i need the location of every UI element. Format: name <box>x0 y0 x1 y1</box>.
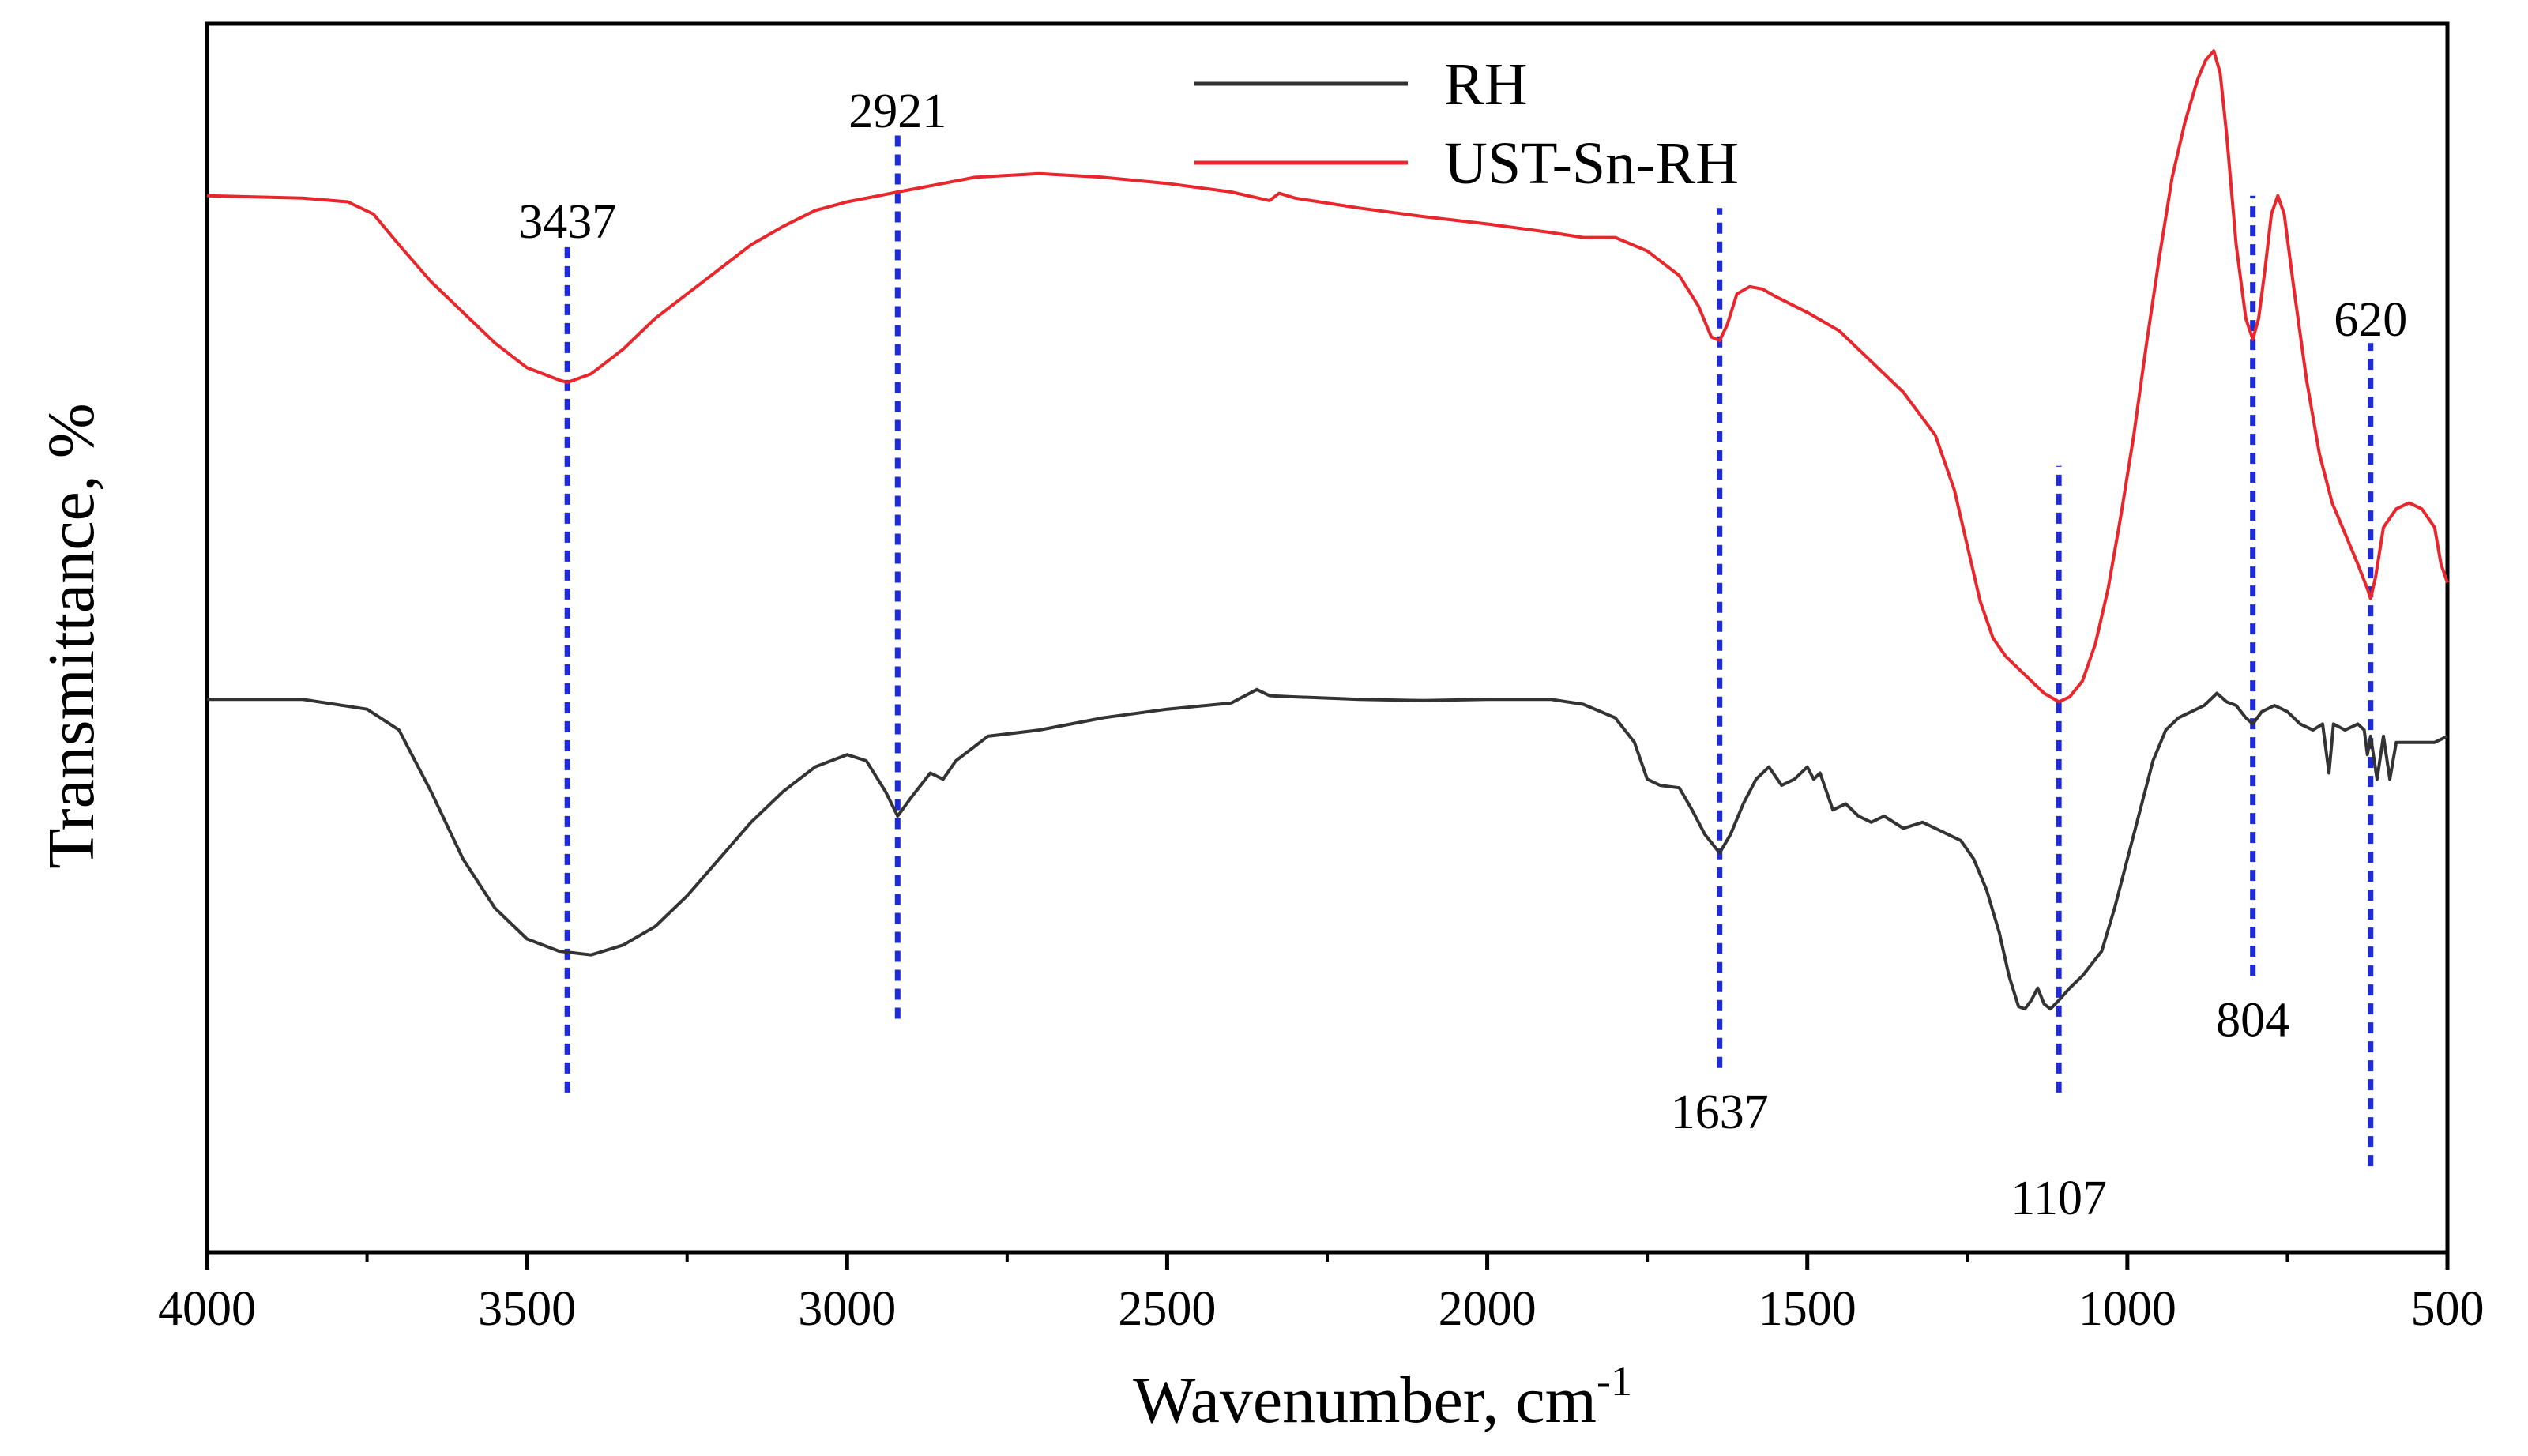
y-axis-title: Transmittance, % <box>35 403 108 868</box>
x-tick-label: 1000 <box>2078 1282 2176 1336</box>
peak-label-804: 804 <box>2216 994 2289 1048</box>
legend-label-ust-sn-rh: UST-Sn-RH <box>1444 130 1739 197</box>
peak-annotations: 3437 2921 1637 1107 804 620 <box>518 85 2407 1225</box>
legend: RH UST-Sn-RH <box>1194 51 1739 197</box>
peak-label-3437: 3437 <box>518 195 616 249</box>
x-tick-label: 500 <box>2411 1282 2485 1336</box>
peak-label-620: 620 <box>2334 293 2407 347</box>
x-tick-label: 3000 <box>798 1282 896 1336</box>
x-tick-label: 1500 <box>1759 1282 1856 1336</box>
x-axis-title: Wavenumber, cm-1 <box>1133 1357 1632 1437</box>
x-axis-title-superscript: -1 <box>1597 1357 1632 1405</box>
peak-label-1107: 1107 <box>2011 1172 2107 1225</box>
x-tick-label: 4000 <box>158 1282 256 1336</box>
legend-label-rh: RH <box>1444 51 1528 118</box>
x-tick-label: 3500 <box>478 1282 576 1336</box>
x-tick-label: 2000 <box>1439 1282 1537 1336</box>
series-lines <box>206 49 2449 1011</box>
peak-label-2921: 2921 <box>848 85 946 138</box>
peak-label-1637: 1637 <box>1671 1085 1769 1139</box>
x-axis-ticks: 4000 3500 3000 2500 2000 1500 1000 500 <box>158 1252 2485 1336</box>
series-line-ust-sn-rh <box>206 49 2449 704</box>
series-line-rh <box>207 687 2448 1011</box>
x-tick-label: 2500 <box>1118 1282 1216 1336</box>
